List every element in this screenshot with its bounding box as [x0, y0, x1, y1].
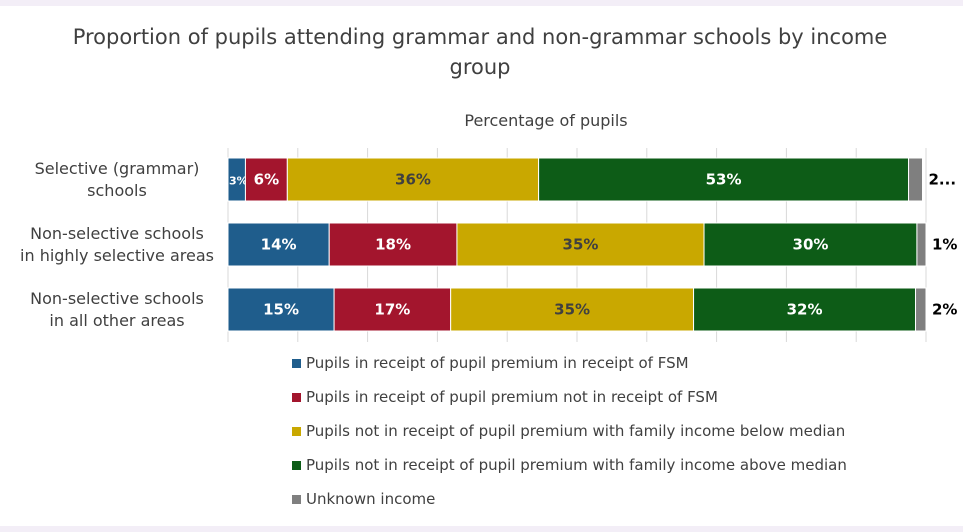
bar-segment	[227, 287, 335, 332]
category-label: Non-selective schools in highly selective…	[12, 223, 222, 267]
legend-label: Unknown income	[306, 490, 436, 508]
category-label-line: Non-selective schools	[30, 288, 204, 308]
data-label: 3%	[229, 175, 248, 188]
data-label: 18%	[375, 236, 411, 254]
category-label-line: Non-selective schools	[30, 223, 204, 243]
bar-segment	[908, 157, 924, 202]
chart-title-line-1: Proportion of pupils attending grammar a…	[72, 25, 888, 49]
legend-label: Pupils not in receipt of pupil premium w…	[306, 456, 847, 474]
bar-segment	[693, 287, 917, 332]
category-label-line: Selective (grammar)	[34, 158, 200, 178]
data-label: 2...	[929, 171, 957, 189]
data-label: 35%	[554, 301, 590, 319]
data-label: 17%	[374, 301, 410, 319]
data-label: 6%	[254, 171, 279, 189]
category-label: Non-selective schools in all other areas	[12, 288, 222, 332]
bar-segment	[538, 157, 910, 202]
legend: Pupils in receipt of pupil premium in re…	[292, 346, 847, 516]
bar-segment	[916, 222, 927, 267]
category-label-line: in all other areas	[49, 310, 185, 330]
legend-label: Pupils not in receipt of pupil premium w…	[306, 422, 846, 440]
data-label: 36%	[395, 171, 431, 189]
data-label: 35%	[563, 236, 599, 254]
legend-item: Pupils not in receipt of pupil premium w…	[292, 414, 847, 448]
legend-swatch	[292, 460, 301, 470]
bar-segment	[703, 222, 918, 267]
bar-segment	[915, 287, 927, 332]
data-label: 2%	[932, 301, 957, 319]
legend-item: Pupils in receipt of pupil premium not i…	[292, 380, 847, 414]
data-label: 15%	[263, 301, 299, 319]
category-label-line: schools	[87, 180, 147, 200]
legend-label: Pupils in receipt of pupil premium in re…	[306, 354, 689, 372]
legend-swatch	[292, 358, 301, 368]
data-label: 1%	[932, 236, 957, 254]
bar-segment	[333, 287, 452, 332]
bar-segment	[328, 222, 458, 267]
legend-swatch	[292, 392, 301, 402]
data-label: 30%	[793, 236, 829, 254]
data-label: 53%	[706, 171, 742, 189]
legend-swatch	[292, 494, 301, 504]
bar-segment	[450, 287, 695, 332]
axis-title: Percentage of pupils	[464, 111, 628, 130]
legend-label: Pupils in receipt of pupil premium not i…	[306, 388, 718, 406]
chart-title-line-2: group	[449, 55, 511, 79]
bar-segment	[227, 222, 330, 267]
legend-item: Pupils in receipt of pupil premium in re…	[292, 346, 847, 380]
legend-swatch	[292, 426, 301, 436]
data-label: 14%	[261, 236, 297, 254]
bar-segment	[244, 157, 288, 202]
category-label-line: in highly selective areas	[20, 245, 214, 265]
category-label: Selective (grammar) schools	[12, 158, 222, 202]
legend-item: Unknown income	[292, 482, 847, 516]
data-label: 32%	[787, 301, 823, 319]
legend-item: Pupils not in receipt of pupil premium w…	[292, 448, 847, 482]
